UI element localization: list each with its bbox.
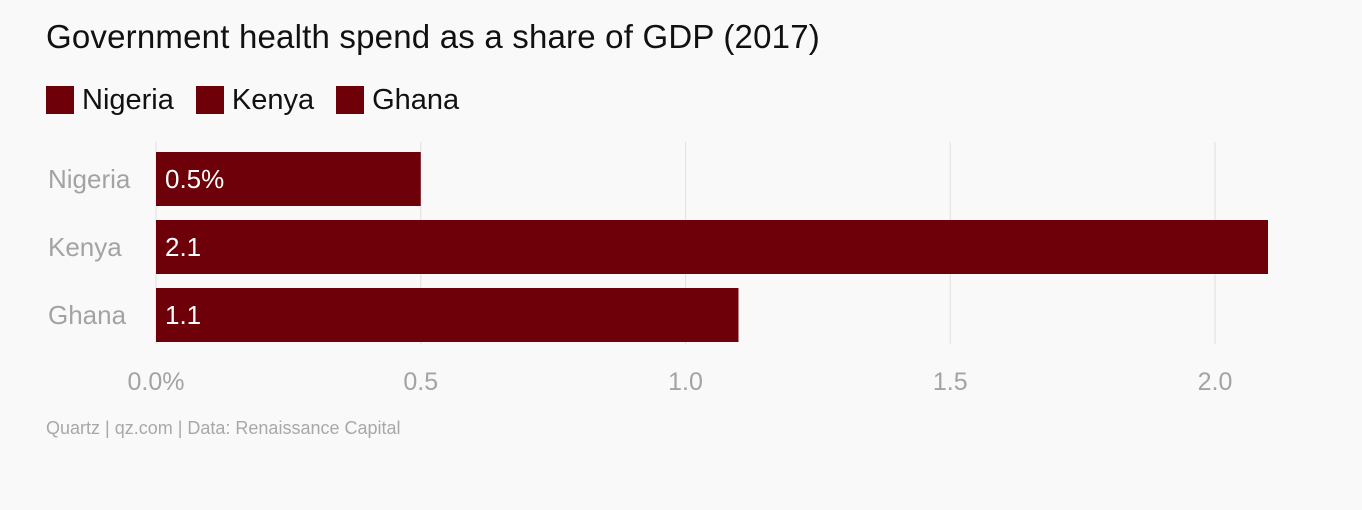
source-credit: Quartz | qz.com | Data: Renaissance Capi… bbox=[46, 418, 401, 438]
chart-title: Government health spend as a share of GD… bbox=[46, 18, 820, 55]
category-label: Nigeria bbox=[48, 164, 131, 194]
chart-legend: Nigeria Kenya Ghana bbox=[46, 82, 481, 118]
legend-label: Kenya bbox=[231, 83, 315, 116]
legend-swatch bbox=[46, 86, 74, 114]
data-label: 0.5% bbox=[165, 164, 224, 194]
bar-kenya bbox=[156, 220, 1268, 274]
x-tick-label: 1.0 bbox=[668, 368, 703, 396]
category-label: Ghana bbox=[48, 300, 127, 330]
x-tick-label: 2.0 bbox=[1198, 368, 1233, 396]
legend-item-nigeria: Nigeria bbox=[46, 84, 174, 117]
data-label: 2.1 bbox=[165, 232, 201, 262]
legend-swatch bbox=[195, 86, 224, 114]
x-tick-label: 1.5 bbox=[933, 368, 968, 396]
bar-nigeria bbox=[156, 152, 421, 206]
x-tick-label: 0.5 bbox=[403, 368, 438, 396]
bar-ghana bbox=[156, 288, 739, 342]
legend-item-ghana: Ghana bbox=[336, 84, 459, 117]
legend-label: Nigeria bbox=[82, 83, 174, 116]
category-label: Kenya bbox=[48, 232, 122, 262]
legend-item-kenya: Kenya bbox=[195, 83, 315, 117]
data-label: 1.1 bbox=[165, 300, 201, 330]
x-tick-label: 0.0% bbox=[128, 368, 185, 396]
legend-label: Ghana bbox=[372, 83, 460, 116]
legend-swatch bbox=[336, 86, 365, 114]
